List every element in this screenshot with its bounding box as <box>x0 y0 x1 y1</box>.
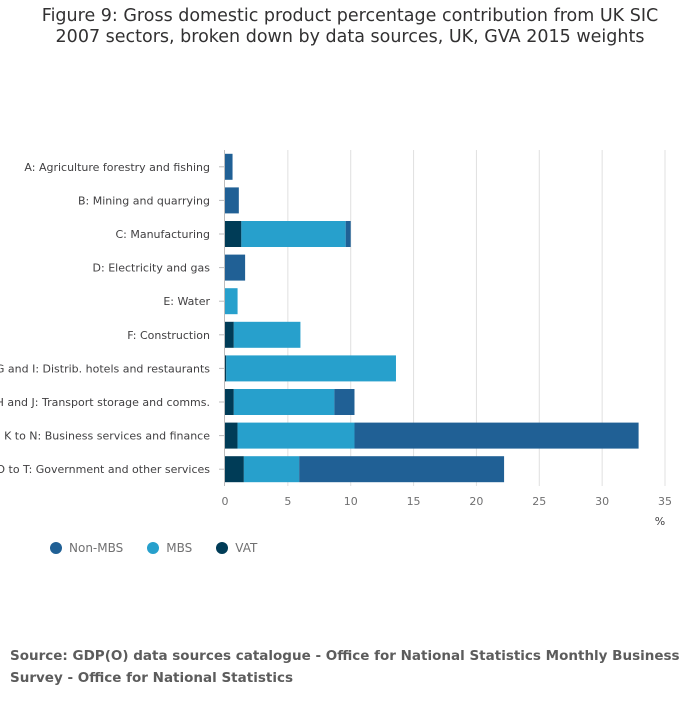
x-tick-label-5: 5 <box>284 495 291 508</box>
legend-swatch-non-mbs <box>50 542 62 554</box>
chart-title: Figure 9: Gross domestic product percent… <box>0 6 700 48</box>
legend-item-vat: VAT <box>216 541 257 555</box>
category-label-8: K to N: Business services and finance <box>4 430 210 443</box>
bar-mbs-5 <box>233 321 301 348</box>
x-tick-label-30: 30 <box>595 495 609 508</box>
category-label-9: O to T: Government and other services <box>0 463 210 476</box>
bar-non-mbs-8 <box>354 422 639 449</box>
category-label-4: E: Water <box>163 295 210 308</box>
category-label-2: C: Manufacturing <box>115 228 210 241</box>
bars-layer <box>225 153 639 483</box>
axis-layer: 0 5 10 15 20 25 30 35 A: Agriculture forestry an… <box>0 150 672 508</box>
bar-non-mbs-9 <box>299 456 505 483</box>
bar-vat-6 <box>225 355 227 382</box>
category-label-1: B: Mining and quarrying <box>78 194 210 207</box>
bar-vat-7 <box>225 389 234 415</box>
x-tick-label-20: 20 <box>469 495 483 508</box>
x-tick-label-15: 15 <box>407 495 421 508</box>
category-label-0: A: Agriculture forestry and fishing <box>24 161 210 174</box>
bar-mbs-7 <box>233 389 335 415</box>
bar-vat-8 <box>225 422 238 449</box>
category-label-5: F: Construction <box>127 329 210 342</box>
legend-item-mbs: MBS <box>147 541 192 555</box>
bar-vat-2 <box>225 221 242 247</box>
x-tick-label-0: 0 <box>222 495 229 508</box>
source-note: Source: GDP(O) data sources catalogue - … <box>10 648 680 686</box>
chart-title-line-2: 2007 sectors, broken down by data source… <box>55 27 645 47</box>
legend-swatch-vat <box>216 542 229 554</box>
legend-swatch-mbs <box>147 542 160 554</box>
bar-vat-9 <box>225 456 244 483</box>
legend-label-non-mbs: Non-MBS <box>69 541 124 555</box>
x-tick-label-35: 35 <box>658 495 672 508</box>
bar-non-mbs-7 <box>334 389 355 415</box>
bar-non-mbs-3 <box>225 254 246 281</box>
legend-item-non-mbs: Non-MBS <box>50 541 123 555</box>
category-label-6: G and I: Distrib. hotels and restaurants <box>0 362 210 375</box>
bar-mbs-2 <box>241 221 346 247</box>
x-tick-label-25: 25 <box>532 495 546 508</box>
bar-mbs-6 <box>226 355 396 382</box>
category-label-3: D: Electricity and gas <box>93 262 211 275</box>
bar-non-mbs-0 <box>225 153 233 180</box>
bar-mbs-4 <box>225 288 238 315</box>
chart-title-line-1: Figure 9: Gross domestic product percent… <box>41 6 659 26</box>
x-tick-label-10: 10 <box>344 495 358 508</box>
bar-mbs-9 <box>243 456 300 483</box>
legend-label-vat: VAT <box>235 541 258 555</box>
bar-vat-5 <box>225 321 234 348</box>
bar-non-mbs-2 <box>345 221 351 247</box>
legend: Non-MBS MBS VAT <box>50 541 257 555</box>
category-label-7: H and J: Transport storage and comms. <box>0 396 210 409</box>
bar-non-mbs-1 <box>225 187 239 214</box>
legend-label-mbs: MBS <box>166 541 193 555</box>
bar-mbs-8 <box>237 422 355 449</box>
x-axis-unit-label: % <box>655 515 665 528</box>
